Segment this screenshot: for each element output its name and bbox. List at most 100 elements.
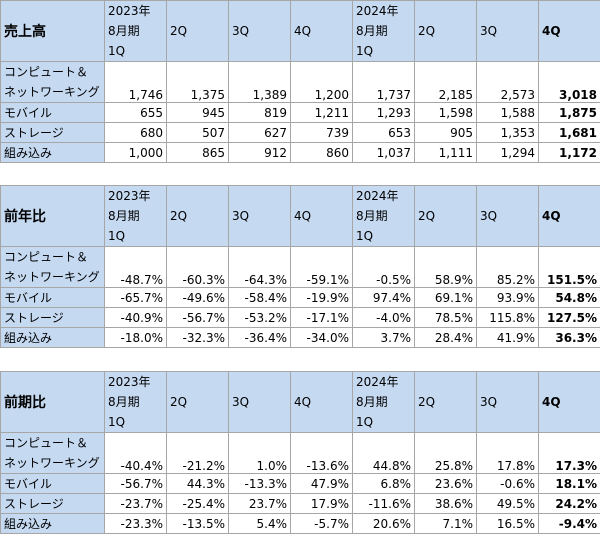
table-cell: -59.1% xyxy=(290,246,353,288)
table-cell: -25.4% xyxy=(166,493,229,514)
header-line: 1Q xyxy=(108,44,126,58)
table-title: 売上高 xyxy=(0,0,105,62)
table-cell: 945 xyxy=(166,102,229,123)
header-line: 2Q xyxy=(418,209,436,223)
row-label: 組み込み xyxy=(0,513,105,534)
header-line: 3Q xyxy=(480,209,498,223)
table-cell: -48.7% xyxy=(104,246,167,288)
header-line: 8月期 xyxy=(356,395,388,409)
row-label-line: コンピュート＆ xyxy=(4,436,89,450)
table-cell: 17.9% xyxy=(290,493,353,514)
table-cell: 24.2% xyxy=(538,493,600,514)
table-cell: -0.5% xyxy=(352,246,415,288)
header-line: 3Q xyxy=(232,395,250,409)
header-line: 2024年 xyxy=(356,189,399,203)
table-cell: 507 xyxy=(166,122,229,143)
row-label-line: ネットワーキング xyxy=(4,456,100,470)
table-cell: 78.5% xyxy=(414,307,477,328)
table-cell: 1,111 xyxy=(414,142,477,163)
table-cell: 655 xyxy=(104,102,167,123)
table-cell: -17.1% xyxy=(290,307,353,328)
column-header: 2Q xyxy=(166,371,229,433)
row-label: モバイル xyxy=(0,287,105,308)
table-cell: 18.1% xyxy=(538,473,600,494)
table-cell: 85.2% xyxy=(476,246,539,288)
table-cell: -19.9% xyxy=(290,287,353,308)
table-cell: -18.0% xyxy=(104,327,167,348)
table-cell: 54.8% xyxy=(538,287,600,308)
table-row: ストレージ -40.9% -56.7% -53.2% -17.1% -4.0% 78.5% 1… xyxy=(0,307,600,328)
table-cell: -21.2% xyxy=(166,432,229,474)
header-line: 2Q xyxy=(418,395,436,409)
table-row: コンピュート＆ ネットワーキング -48.7% -60.3% -64.3% -59.1% -… xyxy=(0,246,600,288)
table-cell: -34.0% xyxy=(290,327,353,348)
table-cell: 1,200 xyxy=(290,61,353,103)
header-line: 4Q xyxy=(542,24,561,38)
table-cell: -40.4% xyxy=(104,432,167,474)
header-line: 1Q xyxy=(356,229,374,243)
table-cell: -49.6% xyxy=(166,287,229,308)
table-cell: 1,375 xyxy=(166,61,229,103)
column-header: 2023年 8月期 1Q xyxy=(104,371,167,433)
table-cell: 93.9% xyxy=(476,287,539,308)
table-cell: -4.0% xyxy=(352,307,415,328)
table-cell: 127.5% xyxy=(538,307,600,328)
column-header: 4Q xyxy=(538,185,600,247)
header-line: 3Q xyxy=(232,209,250,223)
row-label: ストレージ xyxy=(0,493,105,514)
row-label: コンピュート＆ ネットワーキング xyxy=(0,432,105,474)
table-cell: 3.7% xyxy=(352,327,415,348)
header-line: 3Q xyxy=(480,395,498,409)
header-line: 4Q xyxy=(542,209,561,223)
table-cell: -9.4% xyxy=(538,513,600,534)
column-header: 3Q xyxy=(228,0,291,62)
header-line: 4Q xyxy=(294,209,312,223)
table-cell: -65.7% xyxy=(104,287,167,308)
table-cell: 36.3% xyxy=(538,327,600,348)
column-header: 4Q xyxy=(538,371,600,433)
table-cell: 1,746 xyxy=(104,61,167,103)
column-header: 2Q xyxy=(166,0,229,62)
column-header: 4Q xyxy=(290,371,353,433)
row-label: ストレージ xyxy=(0,122,105,143)
table-cell: -23.7% xyxy=(104,493,167,514)
row-label: コンピュート＆ ネットワーキング xyxy=(0,246,105,288)
header-line: 2023年 xyxy=(108,4,151,18)
table-row: コンピュート＆ ネットワーキング 1,746 1,375 1,389 1,200 1,737… xyxy=(0,61,600,103)
table-cell: 47.9% xyxy=(290,473,353,494)
table-cell: -13.5% xyxy=(166,513,229,534)
row-label-line: ネットワーキング xyxy=(4,270,100,284)
header-line: 1Q xyxy=(356,44,374,58)
row-label-line: コンピュート＆ xyxy=(4,250,89,264)
header-line: 8月期 xyxy=(108,24,140,38)
header-line: 1Q xyxy=(108,415,126,429)
table-row: モバイル -56.7% 44.3% -13.3% 47.9% 6.8% 23.6% -0.6%… xyxy=(0,473,600,494)
table-cell: 151.5% xyxy=(538,246,600,288)
table-row: モバイル -65.7% -49.6% -58.4% -19.9% 97.4% 69.1% 93… xyxy=(0,287,600,308)
table-title: 前期比 xyxy=(0,371,105,433)
table-cell: 23.6% xyxy=(414,473,477,494)
header-line: 8月期 xyxy=(356,209,388,223)
table-cell: 49.5% xyxy=(476,493,539,514)
table-cell: 2,573 xyxy=(476,61,539,103)
table-cell: 1,000 xyxy=(104,142,167,163)
table-cell: 7.1% xyxy=(414,513,477,534)
header-line: 8月期 xyxy=(108,209,140,223)
header-line: 2023年 xyxy=(108,189,151,203)
table-cell: 97.4% xyxy=(352,287,415,308)
table-cell: 58.9% xyxy=(414,246,477,288)
table-cell: 25.8% xyxy=(414,432,477,474)
table-cell: -23.3% xyxy=(104,513,167,534)
table-cell: 905 xyxy=(414,122,477,143)
row-label: コンピュート＆ ネットワーキング xyxy=(0,61,105,103)
table-cell: 1,389 xyxy=(228,61,291,103)
table-cell: 819 xyxy=(228,102,291,123)
table-row: 組み込み -23.3% -13.5% 5.4% -5.7% 20.6% 7.1% 16.5% -… xyxy=(0,513,600,534)
table-cell: 680 xyxy=(104,122,167,143)
table-title: 前年比 xyxy=(0,185,105,247)
table-cell: 41.9% xyxy=(476,327,539,348)
table-2: 前年比 2023年 8月期 1Q 2Q 3Q 4Q 2024年 8月期 1Q 2Q 3Q 4Q コンピュー… xyxy=(0,185,600,348)
table-cell: -58.4% xyxy=(228,287,291,308)
column-header: 3Q xyxy=(228,185,291,247)
table-cell: 1,037 xyxy=(352,142,415,163)
